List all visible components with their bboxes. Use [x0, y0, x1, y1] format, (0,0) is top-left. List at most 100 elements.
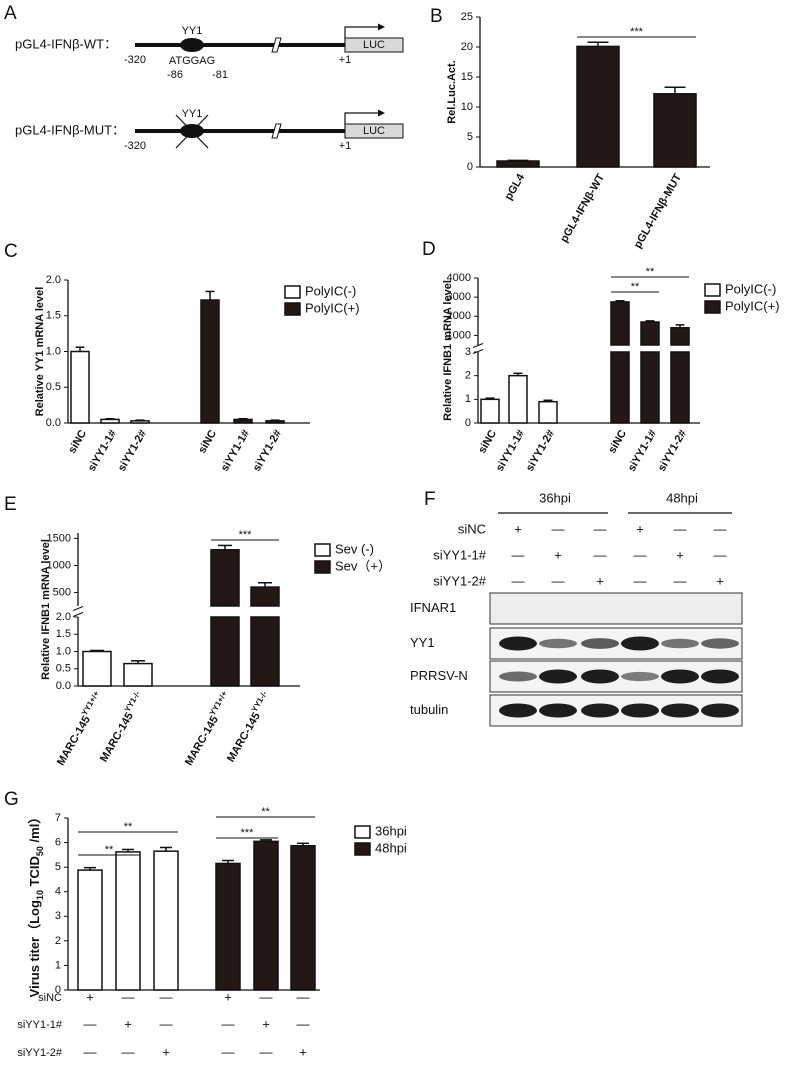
y-tick-label: 10: [461, 101, 473, 113]
position: -81: [212, 69, 228, 81]
panel-letter: B: [430, 6, 443, 27]
protein-label: tubulin: [410, 702, 448, 717]
y-tick-label: 0.0: [46, 417, 61, 429]
y-axis-label-part: 10: [35, 890, 45, 900]
axis-break: [72, 606, 84, 611]
condition-sign: —: [122, 1044, 135, 1059]
y-axis-label: Relative IFNB1 mRNA level: [442, 280, 454, 421]
x-tick-label: siYY1-2#: [656, 428, 689, 474]
position: -320: [124, 54, 146, 66]
condition-sign: +: [596, 573, 604, 588]
bar: [153, 850, 179, 991]
condition-sign: —: [160, 1016, 173, 1031]
panel-letter: F: [424, 489, 436, 510]
bar: [70, 350, 90, 424]
panel-letter: A: [4, 3, 17, 24]
x-tick-label-sup: YY1+/+: [208, 689, 229, 717]
legend-label: PolyIC(-): [305, 283, 356, 298]
legend-label: 36hpi: [375, 823, 407, 838]
y-tick-label: 20: [461, 41, 473, 53]
legend-swatch: [314, 560, 331, 574]
significance-label: ***: [241, 827, 255, 839]
condition-sign: —: [84, 1044, 97, 1059]
y-tick-label: 1: [55, 959, 61, 971]
condition-sign: —: [552, 521, 565, 536]
condition-label: siYY1-2#: [433, 573, 487, 588]
condition-sign: —: [260, 1044, 273, 1059]
blot-band: [661, 703, 699, 718]
condition-sign: —: [160, 989, 173, 1004]
y-tick-label: 1.5: [46, 310, 61, 322]
y-tick-label: 2.0: [56, 611, 71, 623]
x-tick-label: siYY1-1#: [86, 428, 119, 474]
bar: [640, 351, 660, 424]
significance-label: **: [646, 266, 655, 278]
condition-sign: +: [86, 989, 94, 1004]
blot-band: [499, 671, 537, 682]
bar: [576, 45, 620, 168]
y-tick-label: 3000: [447, 291, 471, 303]
y-tick-label: 5: [55, 861, 61, 873]
y-tick-label: 0.0: [56, 680, 71, 692]
x-tick-label-sup: YY1-/-: [123, 689, 142, 713]
legend-swatch: [704, 300, 721, 314]
legend-label: Sev (-): [335, 541, 374, 556]
position: +1: [339, 140, 352, 152]
blot-band: [499, 703, 537, 718]
blot-band: [539, 703, 577, 718]
legend-swatch: [354, 825, 371, 839]
legend-label: PolyIC(-): [725, 281, 776, 296]
legend-swatch: [704, 283, 721, 297]
panel-f: F 36hpi 48hpi: [424, 489, 732, 514]
bar: [610, 301, 630, 346]
bar: [250, 586, 280, 607]
y-tick-label: 1: [465, 393, 471, 405]
condition-sign: —: [714, 547, 727, 562]
panel-letter: C: [4, 241, 18, 262]
significance-label: **: [261, 806, 270, 818]
bar: [640, 321, 660, 346]
significance-label: **: [105, 844, 114, 856]
y-tick-label: 1.0: [46, 345, 61, 357]
blot-band: [581, 638, 619, 649]
significance-label: ***: [239, 529, 253, 541]
bar: [123, 662, 153, 687]
significance-label: ***: [630, 26, 644, 38]
luc-box: [344, 37, 404, 53]
condition-sign: +: [514, 521, 522, 536]
y-tick-label: 2.0: [46, 274, 61, 286]
y-tick-label: 3: [55, 910, 61, 922]
condition-sign: +: [224, 989, 232, 1004]
x-tick-label: pGL4-IFNβ-WT: [558, 172, 607, 245]
y-axis-label-part: TCID: [27, 856, 42, 890]
y-tick-label: 1000: [447, 329, 471, 341]
condition-sign: —: [674, 573, 687, 588]
x-tick-label: pGL4-IFNβ-MUT: [632, 172, 684, 251]
y-tick-label: 2000: [447, 310, 471, 322]
bar: [82, 650, 112, 687]
legend-label: PolyIC(+): [305, 300, 360, 315]
position: -86: [167, 69, 183, 81]
bar: [130, 420, 150, 424]
condition-sign: —: [297, 1016, 310, 1031]
condition-sign: —: [594, 547, 607, 562]
y-tick-label: 0: [55, 984, 61, 996]
condition-sign: —: [634, 573, 647, 588]
break-mark: [271, 123, 282, 139]
x-tick-label-base: MARC-145: [55, 714, 93, 768]
x-tick-label: pGL4: [503, 171, 528, 202]
condition-label: siYY1-1#: [433, 547, 487, 562]
arrow-head: [378, 23, 385, 31]
bar: [538, 400, 558, 424]
condition-sign: —: [714, 521, 727, 536]
arrow-head: [378, 109, 385, 117]
protein-label: PRRSV-N: [410, 668, 468, 683]
y-axis-label-part: 50: [35, 846, 45, 856]
y-tick-label: 0.5: [56, 663, 71, 675]
x-tick-label: siYY1-1#: [626, 428, 659, 474]
blot-strip: [489, 592, 743, 625]
condition-sign: +: [124, 1016, 132, 1031]
condition-sign: —: [512, 547, 525, 562]
condition-sign: —: [634, 547, 647, 562]
